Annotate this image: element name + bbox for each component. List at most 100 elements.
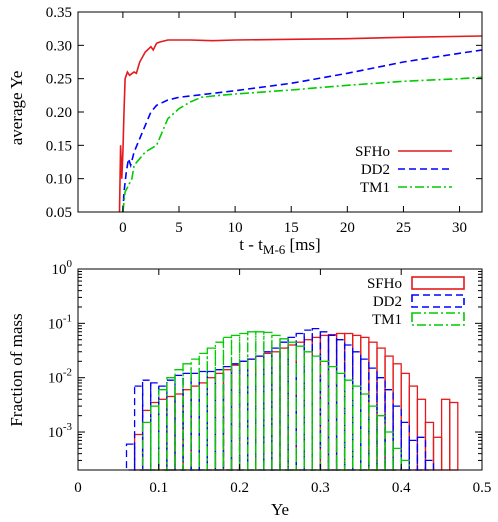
hist-bar-sfho (158, 398, 168, 471)
hist-bar-dd2 (214, 369, 225, 471)
hist-bar-dd2 (303, 329, 313, 471)
hist-bar-dd2 (287, 336, 297, 471)
hist-bar-dd2 (255, 355, 265, 471)
top-y-tick-label: 0.20 (46, 105, 72, 121)
hist-bar-dd2 (295, 332, 305, 471)
hist-bar-dd2 (311, 327, 322, 471)
hist-bar-sfho (449, 401, 459, 471)
hist-bar-sfho (392, 363, 402, 471)
top-y-tick-label: 0.35 (46, 5, 72, 21)
hist-bar-tm1 (303, 351, 313, 471)
hist-bar-dd2 (424, 459, 435, 471)
top-series-lines (118, 35, 483, 213)
hist-bar-sfho (327, 333, 338, 471)
hist-bar-sfho (190, 385, 200, 471)
top-x-label-unit: [ms] (285, 235, 320, 254)
hist-bar-sfho (255, 355, 265, 471)
hist-bar-sfho (166, 395, 176, 471)
fraction-of-mass-chart: Fraction of mass 100 10-1 10-2 10-3 0 0.1 0.2… (7, 258, 491, 519)
hist-bar-tm1 (222, 336, 233, 471)
hist-bar-tm1 (166, 377, 176, 471)
hist-bar-sfho (440, 398, 451, 471)
top-y-tick-label: 0.10 (46, 172, 72, 188)
hist-bar-sfho (287, 344, 297, 471)
bottom-y-axis-label: Fraction of mass (7, 313, 26, 426)
hist-bar-sfho (432, 436, 443, 471)
legend-label-dd2: DD2 (361, 162, 390, 178)
hist-bar-sfho (174, 393, 184, 471)
hist-bar-sfho (311, 336, 322, 471)
bottom-y-tick-label: 10-2 (48, 367, 72, 387)
hist-bar-dd2 (319, 331, 330, 471)
hist-bar-dd2 (238, 360, 249, 471)
bottom-y-tick-label: 100 (52, 258, 73, 278)
hist-bar-dd2 (384, 389, 394, 471)
hist-bar-tm1 (352, 385, 362, 471)
hist-bar-dd2 (408, 439, 419, 471)
hist-bar-sfho (335, 332, 346, 471)
top-y-tick-labels: 0.05 0.10 0.15 0.20 0.25 0.30 0.35 (46, 5, 72, 221)
hist-bar-dd2 (174, 374, 184, 471)
hist-bar-sfho (150, 401, 160, 471)
hist-bar-tm1 (319, 360, 330, 471)
hist-bar-tm1 (190, 358, 200, 471)
top-plot-frame (77, 11, 483, 213)
hist-bar-sfho (279, 347, 289, 471)
bottom-plot-frame (77, 268, 483, 471)
bottom-x-tick-label: 0.1 (149, 480, 168, 496)
hist-bar-sfho (247, 358, 257, 471)
hist-bar-dd2 (376, 377, 386, 471)
legend-label-dd2: DD2 (373, 294, 402, 310)
hist-bar-tm1 (141, 421, 152, 471)
hist-bar-tm1 (255, 331, 265, 471)
top-x-tick-label: 0 (119, 220, 127, 236)
hist-bar-sfho (303, 339, 313, 471)
top-legend: SFHo DD2 TM1 (355, 144, 452, 196)
legend-swatch-sfho (411, 276, 465, 290)
legend-swatch-dd2 (411, 294, 465, 308)
hist-bar-sfho (424, 421, 435, 471)
hist-bar-sfho (133, 433, 144, 471)
bottom-x-tick-label: 0.4 (392, 480, 411, 496)
hist-bar-sfho (416, 398, 427, 471)
hist-bar-sfho (238, 360, 249, 471)
hist-bar-sfho (343, 332, 354, 471)
hist-bar-dd2 (247, 358, 257, 471)
hist-bar-tm1 (182, 363, 192, 471)
hist-bar-dd2 (222, 365, 233, 471)
hist-bar-tm1 (271, 334, 281, 471)
top-x-label-sub: M-6 (263, 242, 286, 257)
hist-bar-sfho (230, 364, 241, 471)
hist-bar-dd2 (400, 421, 410, 471)
hist-bar-tm1 (158, 389, 168, 471)
legend-label-tm1: TM1 (360, 180, 390, 196)
hist-bar-dd2 (360, 358, 370, 471)
hist-bar-tm1 (287, 341, 297, 471)
top-y-tick-label: 0.05 (46, 205, 72, 221)
bottom-y-tick-label: 10-3 (48, 421, 73, 441)
hist-bar-tm1 (343, 379, 354, 471)
hist-bar-sfho (198, 382, 208, 471)
hist-bar-tm1 (238, 332, 249, 471)
hist-bar-tm1 (376, 415, 386, 471)
hist-bar-dd2 (335, 339, 346, 471)
bottom-x-tick-label: 0.3 (311, 480, 330, 496)
hist-bar-tm1 (327, 365, 338, 471)
hist-bar-tm1 (214, 341, 225, 471)
hist-bar-sfho (408, 385, 419, 471)
hist-bar-sfho (352, 334, 362, 471)
hist-bar-dd2 (271, 347, 281, 471)
bottom-y-tick-labels: 100 10-1 10-2 10-3 (48, 258, 73, 441)
series-line-sfho (118, 35, 483, 213)
hist-bar-tm1 (368, 405, 378, 471)
hist-bar-dd2 (416, 436, 427, 471)
bottom-tick-marks (77, 268, 483, 471)
legend-swatch-tm1 (411, 312, 465, 326)
hist-bar-tm1 (384, 431, 394, 471)
hist-bar-tm1 (360, 393, 370, 471)
hist-bar-dd2 (198, 370, 208, 471)
top-x-tick-label: 10 (228, 220, 243, 236)
top-x-tick-label: 5 (175, 220, 183, 236)
hist-bar-dd2 (392, 405, 402, 471)
